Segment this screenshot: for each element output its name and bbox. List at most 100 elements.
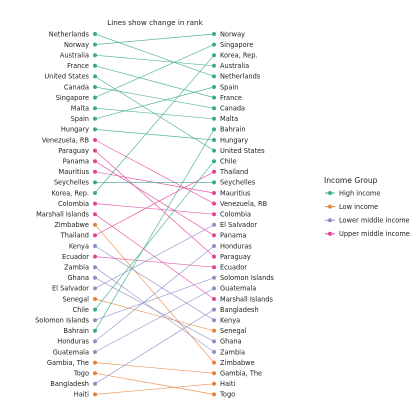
- slope-line-el-salvador: [94, 224, 215, 289]
- right-label-panama: Panama: [220, 232, 246, 240]
- right-point-hungary: [212, 138, 216, 142]
- slope-line-haiti: [94, 383, 215, 395]
- right-point-paraguay: [212, 254, 216, 259]
- right-label-guatemala: Guatemala: [220, 285, 256, 293]
- left-point-singapore: [93, 95, 97, 100]
- slope-line-ghana: [94, 277, 215, 342]
- slope-line-togo: [94, 372, 215, 395]
- left-point-mauritius: [93, 169, 97, 174]
- right-point-panama: [212, 233, 216, 238]
- right-label-paraguay: Paraguay: [220, 253, 251, 261]
- left-label-seychelles: Seychelles: [54, 179, 90, 187]
- right-label-chile: Chile: [220, 158, 237, 166]
- right-point-united-states: [212, 148, 216, 153]
- right-point-singapore: [212, 42, 216, 47]
- left-label-canada: Canada: [64, 83, 89, 91]
- left-point-bahrain: [93, 328, 97, 333]
- legend-item-lower-middle-income: Lower middle income: [325, 217, 410, 225]
- left-point-korea-rep: [93, 191, 97, 195]
- legend-title: Income Group: [324, 176, 378, 185]
- left-label-spain: Spain: [71, 115, 89, 123]
- left-label-colombia: Colombia: [58, 200, 89, 208]
- right-label-netherlands: Netherlands: [220, 73, 261, 81]
- right-label-korea-rep: Korea, Rep.: [220, 52, 258, 60]
- right-label-marshall-islands: Marshall Islands: [220, 295, 273, 303]
- right-label-australia: Australia: [220, 62, 249, 70]
- right-point-norway: [212, 32, 216, 36]
- left-label-gambia-the: Gambia, The: [47, 359, 89, 367]
- left-label-thailand: Thailand: [60, 232, 89, 240]
- right-point-netherlands: [212, 74, 216, 79]
- left-label-paraguay: Paraguay: [58, 147, 89, 155]
- slope-line-hungary: [94, 129, 215, 141]
- left-point-senegal: [93, 297, 97, 301]
- right-point-spain: [212, 85, 216, 89]
- right-label-bahrain: Bahrain: [220, 126, 246, 134]
- right-label-united-states: United States: [220, 147, 265, 155]
- slope-line-gambia-the: [94, 362, 215, 374]
- slope-line-spain: [94, 86, 215, 120]
- right-point-gambia-the: [212, 371, 216, 376]
- left-point-malta: [93, 106, 97, 111]
- legend-label: Low income: [339, 203, 378, 211]
- left-point-spain: [93, 116, 97, 121]
- legend-label: Upper middle income: [339, 230, 410, 238]
- left-point-united-states: [93, 74, 97, 79]
- country-labels: Netherlands Norway Australia France United S…: [35, 30, 274, 398]
- right-label-gambia-the: Gambia, The: [220, 370, 262, 378]
- right-point-zimbabwe: [212, 360, 216, 365]
- slope-line-korea-rep: [94, 54, 215, 194]
- left-point-netherlands: [93, 32, 97, 36]
- left-point-ghana: [93, 275, 97, 280]
- left-label-zambia: Zambia: [64, 264, 89, 272]
- right-label-solomon-islands: Solomon Islands: [220, 274, 274, 282]
- left-point-canada: [93, 85, 97, 89]
- right-point-ghana: [212, 339, 216, 344]
- left-point-honduras: [93, 339, 97, 344]
- right-point-guatemala: [212, 286, 216, 291]
- legend-key-dot: [328, 218, 332, 223]
- left-point-norway: [93, 42, 97, 47]
- left-label-togo: Togo: [73, 370, 89, 378]
- chart-subtitle: Lines show change in rank: [107, 18, 203, 27]
- left-point-panama: [93, 159, 97, 164]
- slope-line-bangladesh: [94, 309, 215, 385]
- left-point-solomon-islands: [93, 318, 97, 323]
- left-point-guatemala: [93, 350, 97, 354]
- legend-label: High income: [339, 189, 380, 197]
- slope-line-norway: [94, 33, 215, 45]
- right-point-seychelles: [212, 180, 216, 185]
- rank-points: [93, 32, 216, 397]
- slope-line-venezuela-rb: [94, 139, 215, 204]
- right-point-canada: [212, 106, 216, 111]
- slope-line-netherlands: [94, 33, 215, 77]
- right-point-mauritius: [212, 191, 216, 195]
- left-point-thailand: [93, 233, 97, 238]
- left-label-kenya: Kenya: [69, 242, 89, 250]
- right-point-solomon-islands: [212, 275, 216, 280]
- left-point-togo: [93, 371, 97, 376]
- legend: Income Group High income Low income Lower …: [324, 176, 410, 238]
- right-point-ecuador: [212, 265, 216, 270]
- left-point-el-salvador: [93, 286, 97, 291]
- right-label-seychelles: Seychelles: [220, 179, 256, 187]
- right-point-colombia: [212, 212, 216, 217]
- left-label-solomon-islands: Solomon Islands: [35, 317, 89, 325]
- left-label-netherlands: Netherlands: [49, 30, 90, 38]
- slope-line-kenya: [94, 245, 215, 321]
- right-label-el-salvador: El Salvador: [220, 221, 257, 229]
- right-point-el-salvador: [212, 222, 216, 227]
- left-label-mauritius: Mauritius: [59, 168, 90, 176]
- slope-line-australia: [94, 54, 215, 67]
- left-label-venezuela-rb: Venezuela, RB: [42, 136, 90, 144]
- left-point-zambia: [93, 265, 97, 270]
- right-point-senegal: [212, 328, 216, 333]
- left-label-norway: Norway: [64, 41, 89, 49]
- left-point-zimbabwe: [93, 222, 97, 227]
- left-point-france: [93, 63, 97, 68]
- left-point-haiti: [93, 392, 97, 397]
- left-label-ecuador: Ecuador: [62, 253, 89, 261]
- slope-line-chile: [94, 160, 215, 310]
- left-label-bangladesh: Bangladesh: [50, 380, 89, 388]
